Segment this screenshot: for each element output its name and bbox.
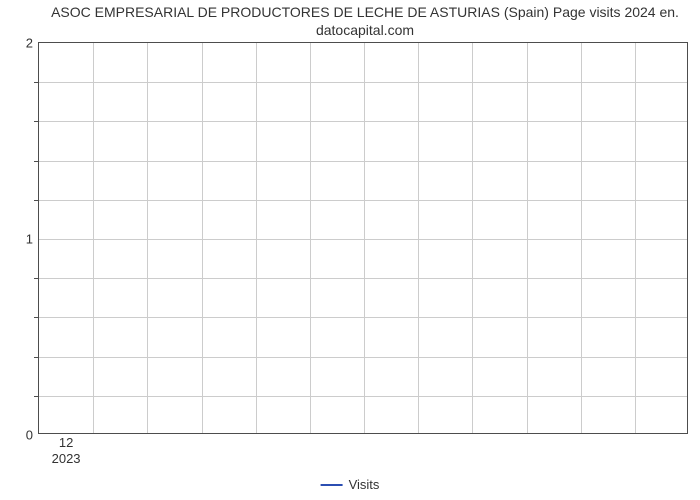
y-tick-label: 1 (26, 232, 33, 247)
gridline-vertical (364, 43, 365, 433)
legend-label: Visits (349, 477, 380, 492)
gridline-horizontal (39, 357, 687, 358)
y-tick-label: 0 (26, 428, 33, 443)
y-minor-tick (34, 161, 39, 162)
legend: Visits (321, 477, 380, 492)
gridline-horizontal (39, 161, 687, 162)
legend-swatch (321, 484, 343, 486)
y-minor-tick (34, 121, 39, 122)
gridline-vertical (581, 43, 582, 433)
gridline-horizontal (39, 239, 687, 240)
gridline-horizontal (39, 200, 687, 201)
gridline-vertical (635, 43, 636, 433)
y-minor-tick (34, 317, 39, 318)
chart-title: ASOC EMPRESARIAL DE PRODUCTORES DE LECHE… (40, 4, 690, 39)
gridline-horizontal (39, 317, 687, 318)
gridline-vertical (527, 43, 528, 433)
gridline-vertical (418, 43, 419, 433)
gridline-horizontal (39, 121, 687, 122)
gridline-vertical (202, 43, 203, 433)
y-minor-tick (34, 200, 39, 201)
plot-area: 012122023 (38, 42, 688, 434)
x-tick-sublabel: 2023 (52, 451, 81, 466)
gridline-vertical (310, 43, 311, 433)
chart-title-line1: ASOC EMPRESARIAL DE PRODUCTORES DE LECHE… (51, 4, 679, 20)
gridline-vertical (93, 43, 94, 433)
y-minor-tick (34, 278, 39, 279)
y-tick-label: 2 (26, 36, 33, 51)
gridline-horizontal (39, 278, 687, 279)
gridline-vertical (147, 43, 148, 433)
y-minor-tick (34, 357, 39, 358)
y-minor-tick (34, 82, 39, 83)
chart-title-line2: datocapital.com (316, 22, 414, 38)
gridline-horizontal (39, 396, 687, 397)
visits-chart: ASOC EMPRESARIAL DE PRODUCTORES DE LECHE… (0, 0, 700, 500)
y-minor-tick (34, 396, 39, 397)
gridline-vertical (256, 43, 257, 433)
gridline-vertical (472, 43, 473, 433)
x-tick-label: 12 (59, 435, 73, 450)
gridline-horizontal (39, 82, 687, 83)
